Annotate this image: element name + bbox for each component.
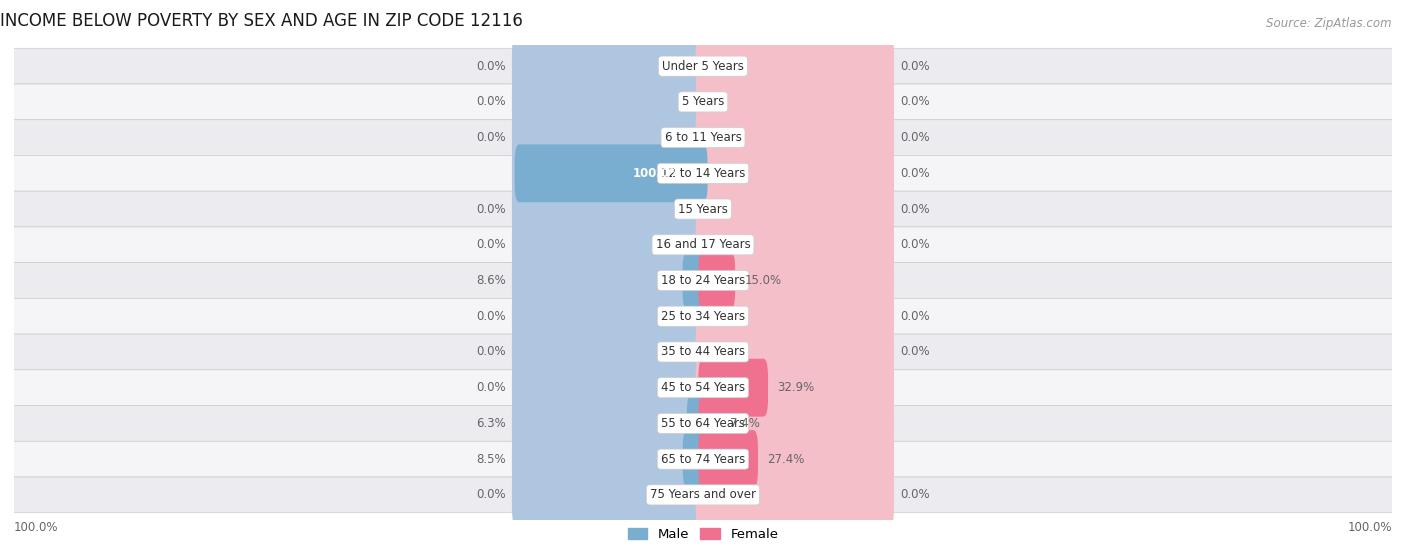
Text: 15 Years: 15 Years <box>678 202 728 216</box>
Text: 32.9%: 32.9% <box>778 381 814 394</box>
FancyBboxPatch shape <box>512 312 710 392</box>
Text: 55 to 64 Years: 55 to 64 Years <box>661 417 745 430</box>
FancyBboxPatch shape <box>696 312 894 392</box>
Text: 0.0%: 0.0% <box>475 131 506 144</box>
FancyBboxPatch shape <box>512 277 710 356</box>
Text: 5 Years: 5 Years <box>682 96 724 108</box>
Text: 6 to 11 Years: 6 to 11 Years <box>665 131 741 144</box>
FancyBboxPatch shape <box>682 252 707 310</box>
FancyBboxPatch shape <box>696 26 894 106</box>
FancyBboxPatch shape <box>512 384 710 463</box>
FancyBboxPatch shape <box>696 169 894 249</box>
Text: 12 to 14 Years: 12 to 14 Years <box>661 167 745 180</box>
Text: 0.0%: 0.0% <box>475 345 506 358</box>
Legend: Male, Female: Male, Female <box>623 523 783 547</box>
Text: 8.5%: 8.5% <box>475 453 506 466</box>
Text: 0.0%: 0.0% <box>475 310 506 323</box>
Text: 18 to 24 Years: 18 to 24 Years <box>661 274 745 287</box>
FancyBboxPatch shape <box>699 252 735 310</box>
FancyBboxPatch shape <box>696 205 894 285</box>
Text: 25 to 34 Years: 25 to 34 Years <box>661 310 745 323</box>
FancyBboxPatch shape <box>512 169 710 249</box>
FancyBboxPatch shape <box>512 348 710 427</box>
FancyBboxPatch shape <box>699 359 768 416</box>
Text: 0.0%: 0.0% <box>900 489 931 501</box>
Text: 0.0%: 0.0% <box>475 381 506 394</box>
Text: 0.0%: 0.0% <box>900 345 931 358</box>
FancyBboxPatch shape <box>696 134 894 213</box>
Text: INCOME BELOW POVERTY BY SEX AND AGE IN ZIP CODE 12116: INCOME BELOW POVERTY BY SEX AND AGE IN Z… <box>0 12 523 30</box>
Text: 7.4%: 7.4% <box>730 417 761 430</box>
Text: 6.3%: 6.3% <box>475 417 506 430</box>
FancyBboxPatch shape <box>699 430 758 488</box>
FancyBboxPatch shape <box>0 263 1406 299</box>
Text: 0.0%: 0.0% <box>900 167 931 180</box>
FancyBboxPatch shape <box>0 84 1406 120</box>
Text: 8.6%: 8.6% <box>475 274 506 287</box>
FancyBboxPatch shape <box>696 241 894 320</box>
FancyBboxPatch shape <box>512 419 710 499</box>
Text: 100.0%: 100.0% <box>633 167 682 180</box>
FancyBboxPatch shape <box>696 98 894 177</box>
FancyBboxPatch shape <box>688 395 707 452</box>
Text: 75 Years and over: 75 Years and over <box>650 489 756 501</box>
FancyBboxPatch shape <box>0 477 1406 513</box>
Text: 0.0%: 0.0% <box>475 60 506 73</box>
FancyBboxPatch shape <box>0 334 1406 370</box>
Text: 15.0%: 15.0% <box>744 274 782 287</box>
Text: 0.0%: 0.0% <box>475 489 506 501</box>
Text: 0.0%: 0.0% <box>900 238 931 252</box>
FancyBboxPatch shape <box>699 395 721 452</box>
FancyBboxPatch shape <box>0 227 1406 263</box>
FancyBboxPatch shape <box>512 26 710 106</box>
FancyBboxPatch shape <box>512 455 710 534</box>
Text: 27.4%: 27.4% <box>768 453 804 466</box>
Text: 0.0%: 0.0% <box>475 96 506 108</box>
FancyBboxPatch shape <box>515 144 707 202</box>
Text: Source: ZipAtlas.com: Source: ZipAtlas.com <box>1267 17 1392 30</box>
FancyBboxPatch shape <box>512 134 710 213</box>
FancyBboxPatch shape <box>696 384 894 463</box>
Text: 0.0%: 0.0% <box>475 238 506 252</box>
Text: 45 to 54 Years: 45 to 54 Years <box>661 381 745 394</box>
Text: 0.0%: 0.0% <box>900 131 931 144</box>
FancyBboxPatch shape <box>696 62 894 141</box>
Text: 35 to 44 Years: 35 to 44 Years <box>661 345 745 358</box>
FancyBboxPatch shape <box>696 455 894 534</box>
FancyBboxPatch shape <box>683 430 707 488</box>
FancyBboxPatch shape <box>512 98 710 177</box>
FancyBboxPatch shape <box>0 299 1406 334</box>
Text: 100.0%: 100.0% <box>14 520 59 534</box>
FancyBboxPatch shape <box>0 191 1406 227</box>
FancyBboxPatch shape <box>512 241 710 320</box>
FancyBboxPatch shape <box>0 441 1406 477</box>
Text: 0.0%: 0.0% <box>900 96 931 108</box>
Text: 100.0%: 100.0% <box>1347 520 1392 534</box>
FancyBboxPatch shape <box>696 348 894 427</box>
FancyBboxPatch shape <box>0 48 1406 84</box>
Text: 16 and 17 Years: 16 and 17 Years <box>655 238 751 252</box>
Text: 0.0%: 0.0% <box>475 202 506 216</box>
FancyBboxPatch shape <box>0 120 1406 155</box>
FancyBboxPatch shape <box>0 155 1406 191</box>
FancyBboxPatch shape <box>696 277 894 356</box>
FancyBboxPatch shape <box>0 370 1406 405</box>
Text: 0.0%: 0.0% <box>900 60 931 73</box>
Text: Under 5 Years: Under 5 Years <box>662 60 744 73</box>
Text: 0.0%: 0.0% <box>900 202 931 216</box>
Text: 0.0%: 0.0% <box>900 310 931 323</box>
FancyBboxPatch shape <box>0 405 1406 441</box>
FancyBboxPatch shape <box>512 205 710 285</box>
FancyBboxPatch shape <box>512 62 710 141</box>
FancyBboxPatch shape <box>696 419 894 499</box>
Text: 65 to 74 Years: 65 to 74 Years <box>661 453 745 466</box>
